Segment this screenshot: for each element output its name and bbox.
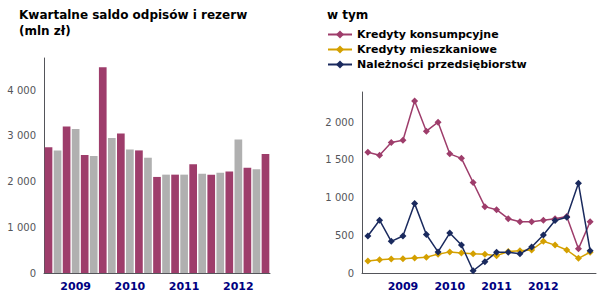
svg-text:500: 500 — [335, 230, 354, 241]
svg-text:1 000: 1 000 — [325, 192, 354, 203]
svg-text:Należności przedsiębiorstw: Należności przedsiębiorstw — [357, 58, 527, 71]
svg-text:Kredyty konsumpcyjne: Kredyty konsumpcyjne — [357, 28, 499, 41]
svg-text:0: 0 — [30, 268, 36, 279]
svg-text:0: 0 — [348, 268, 354, 279]
svg-text:2011: 2011 — [169, 280, 200, 293]
svg-text:2009: 2009 — [388, 280, 419, 293]
svg-text:Kwartalne saldo odpisów i reze: Kwartalne saldo odpisów i rezerw — [19, 8, 247, 22]
svg-text:2009: 2009 — [60, 280, 91, 293]
svg-text:4 000: 4 000 — [7, 85, 36, 96]
svg-text:2011: 2011 — [481, 280, 512, 293]
svg-text:2012: 2012 — [223, 280, 254, 293]
svg-text:2 000: 2 000 — [7, 176, 36, 187]
svg-text:2010: 2010 — [115, 280, 146, 293]
svg-text:1 000: 1 000 — [7, 222, 36, 233]
svg-text:2 000: 2 000 — [325, 117, 354, 128]
svg-text:Kredyty mieszkaniowe: Kredyty mieszkaniowe — [357, 43, 497, 56]
svg-text:w tym: w tym — [327, 8, 368, 22]
svg-text:1 500: 1 500 — [325, 154, 354, 165]
svg-text:2012: 2012 — [528, 280, 559, 293]
svg-text:2010: 2010 — [434, 280, 465, 293]
svg-text:(mln zł): (mln zł) — [19, 24, 71, 38]
svg-text:3 000: 3 000 — [7, 130, 36, 141]
